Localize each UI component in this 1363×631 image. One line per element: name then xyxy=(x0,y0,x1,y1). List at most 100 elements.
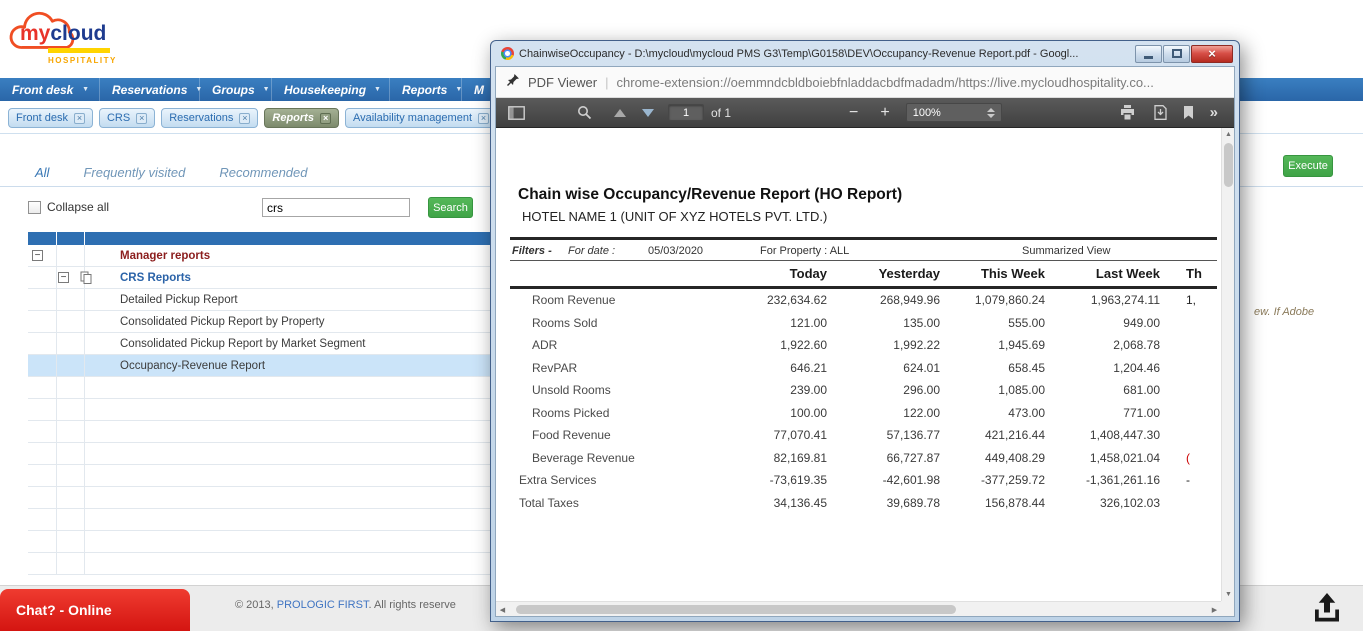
zoom-value: 100% xyxy=(913,107,941,119)
vertical-scroll-thumb[interactable] xyxy=(1224,143,1233,187)
window-title: ChainwiseOccupancy - D:\mycloud\mycloud … xyxy=(519,48,1135,60)
value-cell: 121.00 xyxy=(710,316,827,330)
report-row: Extra Services -73,619.35 -42,601.98 -37… xyxy=(510,469,1217,492)
nav-item-reports[interactable]: Reports▼ xyxy=(390,78,462,101)
nav-item-reservations[interactable]: Reservations▼ xyxy=(100,78,200,101)
report-document: Chain wise Occupancy/Revenue Report (HO … xyxy=(510,186,1217,514)
execute-button[interactable]: Execute xyxy=(1283,155,1333,177)
filter-tab-all[interactable]: All xyxy=(35,165,49,180)
filter-tab-frequently-visited[interactable]: Frequently visited xyxy=(83,165,185,180)
horizontal-scroll-thumb[interactable] xyxy=(516,605,956,614)
report-table-header: Today Yesterday This Week Last Week Th xyxy=(510,261,1217,289)
column-header-yesterday: Yesterday xyxy=(827,266,940,281)
window-controls: × xyxy=(1135,45,1233,63)
print-button[interactable] xyxy=(1119,105,1136,120)
collapse-minus-icon[interactable]: − xyxy=(32,250,43,261)
value-cell: 624.01 xyxy=(827,361,940,375)
more-tools-button[interactable]: » xyxy=(1210,104,1218,121)
search-input[interactable] xyxy=(262,198,410,217)
value-cell-clipped: - xyxy=(1160,473,1216,487)
value-cell: 1,458,021.04 xyxy=(1045,451,1160,465)
collapse-minus-icon[interactable]: − xyxy=(58,272,69,283)
tab-reports[interactable]: Reports× xyxy=(264,108,339,128)
logo-underline xyxy=(48,48,110,53)
mycloud-logo[interactable]: mycloud HOSPITALITY xyxy=(6,4,126,74)
minimize-button[interactable] xyxy=(1135,45,1162,63)
tab-reservations[interactable]: Reservations× xyxy=(161,108,258,128)
filters-label: Filters - xyxy=(512,245,552,257)
close-icon[interactable]: × xyxy=(320,113,331,124)
row-label: Rooms Sold xyxy=(510,316,710,330)
tree-fill-row xyxy=(28,487,490,509)
sidebar-toggle-button[interactable] xyxy=(508,106,525,120)
value-cell: 156,878.44 xyxy=(940,496,1045,510)
tree-row-occupancy-revenue-report[interactable]: Occupancy-Revenue Report xyxy=(28,355,490,377)
tree-fill-row xyxy=(28,465,490,487)
page-up-button[interactable] xyxy=(614,109,626,117)
value-cell: -42,601.98 xyxy=(827,473,940,487)
close-icon[interactable]: × xyxy=(136,113,147,124)
adobe-note-clipped-text: ew. If Adobe xyxy=(1254,306,1314,318)
chat-button[interactable]: Chat? - Online xyxy=(0,589,190,631)
close-button[interactable]: × xyxy=(1191,45,1233,63)
value-cell: 122.00 xyxy=(827,406,940,420)
page-number-input[interactable] xyxy=(668,104,704,121)
tree-row-detailed-pickup-report[interactable]: Detailed Pickup Report xyxy=(28,289,490,311)
chrome-icon xyxy=(501,47,514,60)
value-cell: 1,922.60 xyxy=(710,338,827,352)
row-label: Unsold Rooms xyxy=(510,383,710,397)
zoom-out-button[interactable]: − xyxy=(849,104,858,122)
horizontal-scrollbar[interactable]: ◀ ▶ xyxy=(496,601,1221,616)
find-button[interactable] xyxy=(577,105,592,120)
scroll-left-button[interactable]: ◀ xyxy=(496,603,509,616)
bookmark-button[interactable] xyxy=(1183,106,1194,120)
window-titlebar[interactable]: ChainwiseOccupancy - D:\mycloud\mycloud … xyxy=(495,41,1235,66)
download-button[interactable] xyxy=(1154,105,1167,120)
address-url[interactable]: chrome-extension://oemmndcbldboiebfnladd… xyxy=(617,75,1154,90)
vertical-scrollbar[interactable]: ▲ ▼ xyxy=(1221,128,1234,601)
value-cell: 100.00 xyxy=(710,406,827,420)
spinner-arrows-icon xyxy=(987,108,995,118)
value-cell: 66,727.87 xyxy=(827,451,940,465)
value-cell: -377,259.72 xyxy=(940,473,1045,487)
minimize-icon xyxy=(1144,56,1153,59)
filter-tab-recommended[interactable]: Recommended xyxy=(219,165,307,180)
row-label: Room Revenue xyxy=(510,293,710,307)
search-button[interactable]: Search xyxy=(428,197,473,218)
close-icon[interactable]: × xyxy=(74,113,85,124)
nav-item-front-desk[interactable]: Front desk▼ xyxy=(0,78,100,101)
page-count-label: of 1 xyxy=(711,106,731,120)
tab-front-desk[interactable]: Front desk× xyxy=(8,108,93,128)
value-cell: 34,136.45 xyxy=(710,496,827,510)
value-cell: 1,408,447.30 xyxy=(1045,428,1160,442)
zoom-in-button[interactable]: + xyxy=(880,104,889,122)
upload-icon[interactable] xyxy=(1309,590,1345,626)
tree-row-consolidated-pickup-by-market-segment[interactable]: Consolidated Pickup Report by Market Seg… xyxy=(28,333,490,355)
tab-crs[interactable]: CRS× xyxy=(99,108,155,128)
prologic-first-link[interactable]: PROLOGIC FIRST xyxy=(277,599,369,611)
nav-item-housekeeping[interactable]: Housekeeping▼ xyxy=(272,78,390,101)
report-row: Beverage Revenue 82,169.81 66,727.87 449… xyxy=(510,447,1217,470)
scroll-up-button[interactable]: ▲ xyxy=(1222,128,1235,141)
collapse-all-label: Collapse all xyxy=(47,200,109,214)
value-cell: 449,408.29 xyxy=(940,451,1045,465)
tree-row-manager-reports[interactable]: − Manager reports xyxy=(28,245,490,267)
collapse-all-checkbox[interactable] xyxy=(28,201,41,214)
scroll-down-button[interactable]: ▼ xyxy=(1222,588,1235,601)
value-cell: -73,619.35 xyxy=(710,473,827,487)
extension-bar: PDF Viewer | chrome-extension://oemmndcb… xyxy=(496,67,1234,98)
maximize-button[interactable] xyxy=(1163,45,1190,63)
value-cell: 232,634.62 xyxy=(710,293,827,307)
page-down-button[interactable] xyxy=(642,109,654,117)
scroll-right-button[interactable]: ▶ xyxy=(1208,603,1221,616)
tab-availability-management[interactable]: Availability management× xyxy=(345,108,497,128)
tree-row-crs-reports[interactable]: − CRS Reports xyxy=(28,267,490,289)
close-icon[interactable]: × xyxy=(239,113,250,124)
zoom-select[interactable]: 100% xyxy=(906,103,1002,122)
nav-item-groups[interactable]: Groups▼ xyxy=(200,78,272,101)
value-cell: 135.00 xyxy=(827,316,940,330)
for-property-value: For Property : ALL xyxy=(760,245,849,257)
tree-row-consolidated-pickup-by-property[interactable]: Consolidated Pickup Report by Property xyxy=(28,311,490,333)
close-icon[interactable]: × xyxy=(478,113,489,124)
pdf-popup-window: ChainwiseOccupancy - D:\mycloud\mycloud … xyxy=(490,40,1240,622)
